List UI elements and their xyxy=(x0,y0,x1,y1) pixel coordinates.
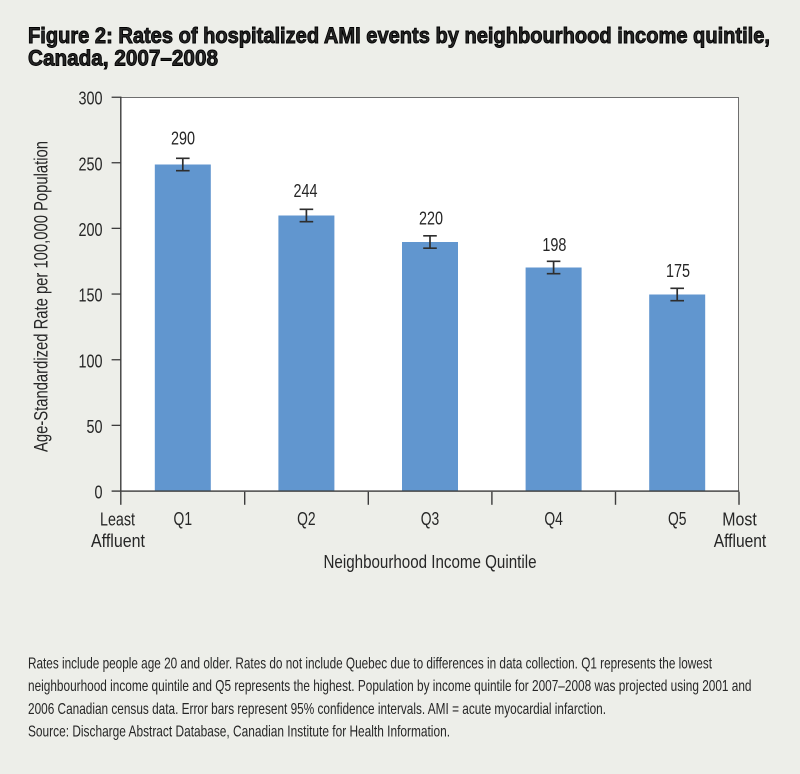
svg-text:Rates include people age 20 an: Rates include people age 20 and older. R… xyxy=(28,656,712,673)
svg-text:Q5: Q5 xyxy=(668,509,687,529)
svg-text:Age-Standardized Rate per 100,: Age-Standardized Rate per 100,000 Popula… xyxy=(32,141,53,452)
svg-text:300: 300 xyxy=(79,89,103,109)
svg-text:Affluent: Affluent xyxy=(714,531,767,551)
svg-text:0: 0 xyxy=(95,483,103,503)
svg-text:2006 Canadian census data. Err: 2006 Canadian census data. Error bars re… xyxy=(28,701,606,718)
svg-text:200: 200 xyxy=(79,220,103,240)
svg-text:150: 150 xyxy=(79,286,103,306)
svg-text:Q3: Q3 xyxy=(421,509,440,529)
svg-text:Q2: Q2 xyxy=(297,509,316,529)
svg-text:Source: Discharge Abstract Dat: Source: Discharge Abstract Database, Can… xyxy=(28,723,450,740)
svg-text:Q1: Q1 xyxy=(174,509,193,529)
svg-text:244: 244 xyxy=(294,181,318,201)
svg-text:Q4: Q4 xyxy=(544,509,563,529)
svg-text:220: 220 xyxy=(419,208,443,228)
svg-text:Most: Most xyxy=(722,510,757,530)
svg-text:Canada, 2007–2008: Canada, 2007–2008 xyxy=(28,46,218,71)
svg-text:Affluent: Affluent xyxy=(91,531,145,551)
svg-text:198: 198 xyxy=(542,235,566,255)
svg-text:250: 250 xyxy=(79,154,103,174)
svg-text:Figure 2: Rates of hospitalize: Figure 2: Rates of hospitalized AMI even… xyxy=(28,23,770,48)
svg-text:neighbourhood income quintile: neighbourhood income quintile and Q5 rep… xyxy=(28,678,752,695)
svg-text:175: 175 xyxy=(666,261,690,281)
svg-text:50: 50 xyxy=(87,417,103,437)
svg-text:100: 100 xyxy=(79,351,103,371)
svg-text:290: 290 xyxy=(171,128,195,148)
svg-text:Neighbourhood Income Quintile: Neighbourhood Income Quintile xyxy=(324,552,537,572)
svg-text:Least: Least xyxy=(100,510,135,530)
